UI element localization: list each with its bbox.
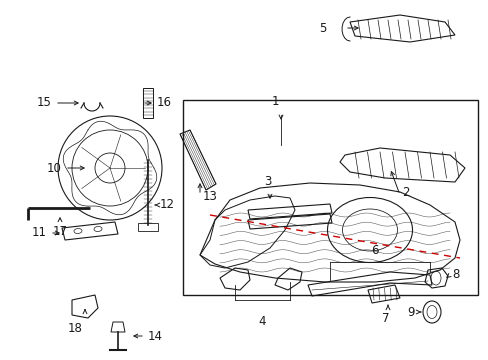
Text: 6: 6: [370, 244, 378, 257]
Bar: [142, 88, 153, 118]
Text: 7: 7: [382, 312, 389, 325]
Bar: [183, 100, 477, 295]
Bar: [138, 223, 158, 231]
Text: 13: 13: [203, 190, 218, 203]
Text: 3: 3: [264, 175, 271, 188]
Text: 8: 8: [451, 267, 458, 280]
Text: 4: 4: [258, 315, 265, 328]
Text: 9: 9: [407, 306, 414, 319]
Text: 2: 2: [401, 186, 408, 199]
Text: 5: 5: [319, 22, 326, 35]
Text: 14: 14: [148, 329, 163, 342]
Text: 15: 15: [37, 96, 52, 109]
Text: 12: 12: [160, 198, 175, 211]
Text: 18: 18: [67, 322, 82, 335]
Text: 16: 16: [157, 96, 172, 109]
Text: 10: 10: [47, 162, 62, 175]
Text: 1: 1: [271, 95, 278, 108]
Text: 11: 11: [32, 226, 47, 239]
Text: 17: 17: [52, 225, 67, 238]
